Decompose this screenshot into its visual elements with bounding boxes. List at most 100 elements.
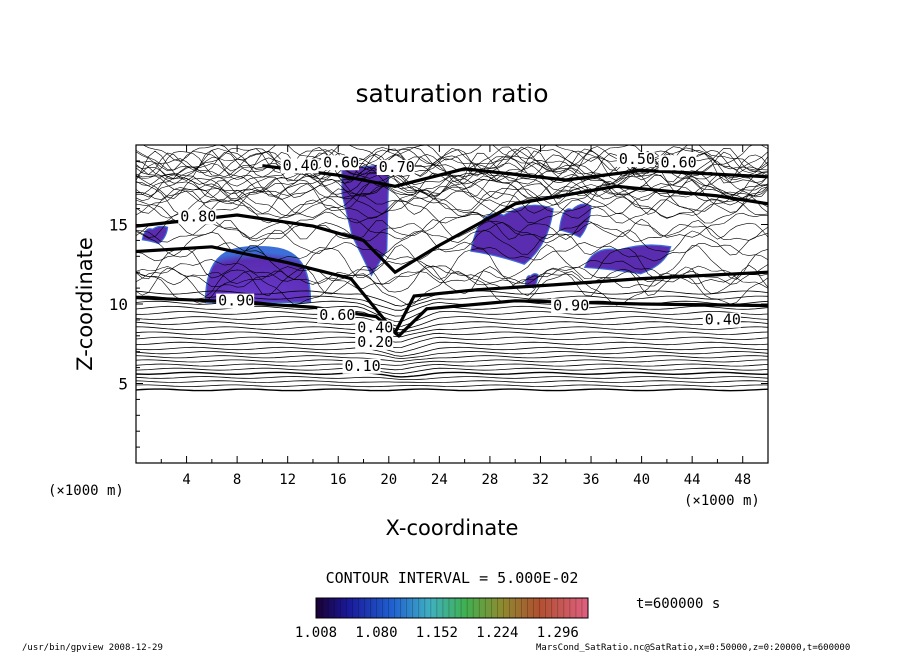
colorbar-tick-label: 1.080 — [355, 625, 397, 641]
contour-label: 0.70 — [379, 158, 415, 176]
contour-line — [136, 367, 768, 375]
contour-line — [136, 371, 768, 378]
contour-interval-label: CONTOUR INTERVAL = 5.000E-02 — [326, 569, 579, 587]
contour-line — [136, 211, 768, 240]
x-tick-label: 12 — [279, 472, 296, 488]
contour-line — [136, 380, 768, 384]
contour-line — [136, 359, 768, 366]
contour-line — [136, 336, 768, 349]
supersaturated-regions — [141, 163, 672, 304]
x-axis-unit-left: (×1000 m) — [48, 483, 124, 499]
y-tick-label: 15 — [109, 216, 128, 235]
time-label: t=600000 s — [636, 596, 720, 612]
contour-line — [136, 355, 768, 362]
x-tick-label: 4 — [182, 472, 190, 488]
x-axis-ticks: 4 8 12 16 20 24 28 32 36 40 44 48 — [160, 145, 751, 488]
supersaturated-region — [141, 225, 169, 245]
x-tick-label: 8 — [233, 472, 241, 488]
contour-line — [136, 376, 768, 380]
contour-label: 0.50 — [619, 150, 655, 168]
contour-label-bg — [321, 155, 360, 171]
contour-label: 0.10 — [345, 357, 381, 375]
colorbar-tick-label: 1.224 — [476, 625, 518, 641]
contour-line — [136, 173, 768, 200]
y-axis-label: Z-coordinate — [73, 237, 97, 371]
footer-left: /usr/bin/gpview 2008-12-29 — [22, 643, 163, 653]
colorbar-tick-label: 1.152 — [416, 625, 458, 641]
contour-label-bg — [551, 298, 590, 314]
chart-title: saturation ratio — [355, 79, 548, 108]
contour-line — [136, 326, 768, 338]
contour-label: 0.40 — [357, 319, 393, 337]
contour-label: 0.40 — [705, 311, 741, 329]
colorbar-ticks: 1.008 1.080 1.152 1.224 1.296 — [295, 625, 579, 641]
contour-line — [136, 351, 768, 360]
x-tick-label: 40 — [633, 472, 650, 488]
supersaturated-region — [558, 203, 592, 238]
contour-label: 0.80 — [180, 207, 216, 225]
contour-label: 0.90 — [553, 296, 589, 314]
contour-label-bg — [702, 312, 741, 328]
contour-label-bg — [616, 152, 655, 168]
contour-label-bg — [280, 158, 319, 174]
contour-line — [136, 270, 768, 306]
contour-line — [136, 218, 768, 240]
footer-right: MarsCond_SatRatio.nc@SatRatio,x=0:50000,… — [536, 643, 850, 653]
contour-line — [136, 244, 768, 280]
colorbar — [315, 597, 589, 619]
colorbar-tick-label: 1.008 — [295, 625, 337, 641]
contour-line — [136, 270, 768, 286]
contour-line — [136, 196, 768, 219]
supersaturated-region — [583, 244, 672, 275]
x-tick-label: 36 — [583, 472, 600, 488]
x-tick-label: 48 — [734, 472, 751, 488]
contour-line — [136, 173, 768, 195]
contour-label: 0.90 — [218, 292, 254, 310]
contour-label-bg — [317, 307, 356, 323]
contour-label-bg — [658, 155, 697, 171]
x-tick-label: 20 — [380, 472, 397, 488]
x-tick-label: 32 — [532, 472, 549, 488]
contour-label: 0.20 — [357, 333, 393, 351]
contour-band — [136, 245, 768, 336]
colorbar-tick-label: 1.296 — [537, 625, 579, 641]
contour-line — [136, 149, 768, 185]
contour-label-bg — [216, 293, 255, 309]
contour-label: 0.60 — [319, 306, 355, 324]
plot-area — [136, 145, 768, 392]
contour-band — [136, 184, 768, 275]
x-tick-label: 24 — [431, 472, 448, 488]
contour-line — [136, 388, 768, 392]
contour-line — [136, 183, 768, 219]
contour-line — [136, 171, 768, 199]
x-tick-label: 44 — [684, 472, 701, 488]
contour-line — [136, 363, 768, 371]
contour-line — [136, 264, 768, 297]
contour-line — [136, 316, 768, 331]
contour-line — [136, 311, 768, 327]
contour-labels: 0.100.200.400.600.900.400.40 0.60 0.70 0.50… — [178, 150, 741, 375]
contour-line — [136, 341, 768, 353]
contour-line — [136, 179, 768, 215]
x-tick-label: 28 — [481, 472, 498, 488]
colorbar-stripes — [321, 598, 583, 618]
y-tick-label: 10 — [109, 295, 128, 314]
contour-line — [136, 346, 768, 357]
contour-line — [136, 199, 768, 224]
contour-line — [136, 175, 768, 202]
contour-label-bg — [178, 209, 217, 225]
y-axis-ticks: 5 10 15 — [109, 160, 768, 448]
x-axis-unit-right: (×1000 m) — [684, 493, 760, 509]
x-axis-label: X-coordinate — [386, 516, 519, 540]
x-tick-label: 16 — [330, 472, 347, 488]
contour-label-bg — [342, 358, 381, 374]
contour-line — [136, 184, 768, 201]
contour-label: 0.60 — [661, 153, 697, 171]
supersaturated-region — [470, 204, 554, 265]
contour-line — [136, 241, 768, 262]
contour-line — [136, 321, 768, 334]
contour-line — [136, 265, 768, 289]
contour-lines — [136, 145, 768, 392]
contour-band — [262, 164, 768, 188]
